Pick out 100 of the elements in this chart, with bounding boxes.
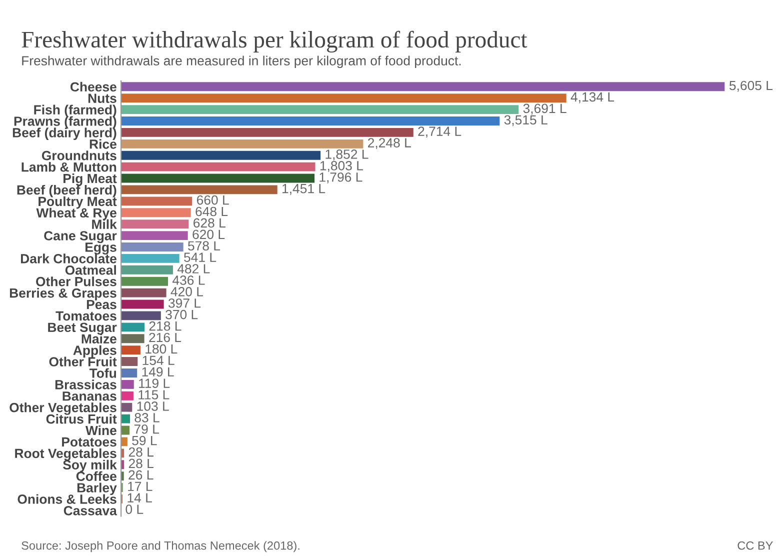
y-tick-label: Rice [90,139,116,149]
y-tick-label: Nuts [88,94,116,103]
y-tick-label: Dark Chocolate [20,254,116,264]
bar [121,242,184,252]
data-label: 1,803 L [320,161,364,172]
data-label: 397 L [168,298,201,308]
y-tick-label: Other Fruit [49,356,117,366]
data-label: 17 L [128,482,152,491]
data-label: 103 L [137,402,169,411]
bar [121,139,364,148]
data-label: 0 L [126,504,144,514]
bar [121,94,566,103]
data-label: 28 L [128,447,154,457]
bar [121,357,138,366]
bar [121,368,138,378]
y-tick-label: Milk [92,219,117,229]
bar [121,380,134,389]
bar [121,185,278,194]
y-tick-label: Wine [86,425,116,436]
bar [121,174,314,183]
y-tick-label: Potatoes [62,437,116,447]
y-tick-label: Groundnuts [42,150,116,160]
bar [121,116,500,126]
data-label: 218 L [149,321,182,331]
y-tick-label: Cane Sugar [44,231,117,244]
bar [121,346,140,355]
data-label: 79 L [134,424,159,434]
bar [121,220,189,229]
bar [121,128,414,137]
bar [121,472,124,481]
y-tick-label: Berries & Grapes [10,288,116,300]
y-tick-label: Onions & Leeks [18,494,116,504]
y-tick-label: Prawns (farmed) [14,116,116,129]
y-tick-label: Fish (farmed) [34,104,116,118]
data-label: 628 L [194,218,226,228]
data-label: 2,714 L [418,126,462,138]
bar [121,311,161,320]
data-label: 119 L [139,378,170,388]
data-label: 1,796 L [320,172,362,184]
y-tick-label: Apples [73,345,116,358]
y-tick-label: Maize [82,334,116,344]
data-label: 1,451 L [282,184,326,195]
bar [121,162,316,172]
bar [121,276,168,286]
data-label: 83 L [134,412,160,422]
data-label: 115 L [138,390,170,400]
y-tick-label: Tofu [89,368,116,378]
bar [121,437,128,446]
y-tick-label: Coffee [76,471,116,481]
y-tick-label: Barley [77,482,117,496]
y-tick-label: Brassicas [55,380,116,390]
data-label: 541 L [184,252,216,262]
y-tick-label: Peas [86,300,116,310]
data-label: 149 L [142,367,174,377]
y-tick-label: Poultry Meat [38,196,117,209]
data-label: 436 L [172,276,205,285]
data-label: 2,248 L [368,138,411,150]
y-tick-label: Other Pulses [36,276,116,286]
y-tick-label: Citrus Fruit [46,414,117,424]
y-tick-label: Soy milk [63,460,117,472]
data-label: 3,691 L [523,104,566,115]
bar [121,82,725,92]
data-label: 154 L [142,356,174,366]
bar [121,402,132,412]
y-tick-label: Beet Sugar [48,322,117,335]
data-label: 4,134 L [570,92,614,104]
data-label: 660 L [196,195,229,205]
y-tick-label: Tomatoes [56,311,116,321]
y-tick-label: Pig Meat [64,173,117,186]
y-tick-label: Root Vegetables [15,448,116,461]
y-tick-label: Eggs [86,242,116,255]
data-label: 14 L [128,493,152,502]
y-tick-label: Wheat & Rye [36,208,116,220]
data-label: 420 L [170,287,204,296]
y-tick-label: Bananas [62,392,116,401]
y-tick-label: Beef (beef herd) [17,184,116,198]
chart-title: Freshwater withdrawals per kilogram of food product [22,30,528,53]
bar [121,231,188,240]
y-tick-label: Cheese [70,82,116,92]
data-label: 620 L [192,230,225,240]
bar [121,105,519,114]
data-label: 5,605 L [729,80,773,92]
bar [121,208,191,218]
data-label: 28 L [128,458,154,468]
bar [121,322,145,332]
data-label: 578 L [188,241,220,251]
bar [121,300,164,309]
bar [121,150,321,160]
y-tick-label: Lamb & Mutton [22,162,116,172]
bar [121,196,192,206]
bar [121,254,180,263]
chart-subtitle: Freshwater withdrawals are measured in liters per kilogram of food product. [22,56,461,68]
bar [121,265,173,274]
bar [121,288,166,298]
data-label: 482 L [177,264,210,274]
source-note: Source: Joseph Poore and Thomas Nemecek (2018). [22,541,300,552]
y-tick-label: Oatmeal [65,265,116,275]
bar [121,334,144,344]
bar [121,414,130,424]
data-label: 26 L [128,470,154,480]
